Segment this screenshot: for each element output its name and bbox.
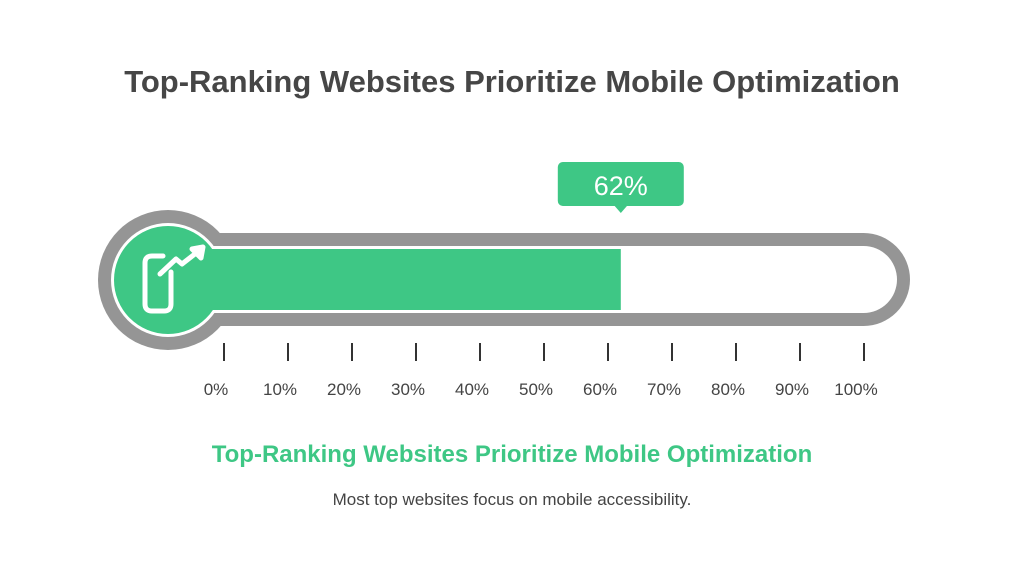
- tick-label: 60%: [583, 380, 617, 399]
- tick-label: 10%: [263, 380, 297, 399]
- mobile-growth-icon: [142, 244, 206, 314]
- subtitle: Top-Ranking Websites Prioritize Mobile O…: [211, 441, 813, 468]
- tick-label: 40%: [455, 380, 489, 399]
- tick-label: 90%: [775, 380, 809, 399]
- value-callout: [557, 162, 684, 206]
- progress-fill: [168, 249, 621, 310]
- tick-label: 30%: [391, 380, 425, 399]
- tick-label: 100%: [834, 380, 877, 399]
- phone-outline: [142, 253, 174, 314]
- tick-label: 20%: [327, 380, 361, 399]
- tick-label: 80%: [711, 380, 745, 399]
- callout-pointer: [613, 205, 628, 213]
- trend-line: [157, 247, 203, 277]
- chart-title: Top-Ranking Websites Prioritize Mobile O…: [124, 64, 900, 99]
- arrow-head: [189, 244, 206, 261]
- tick-label: 50%: [519, 380, 553, 399]
- description: Most top websites focus on mobile access…: [332, 490, 692, 509]
- tick-label: 70%: [647, 380, 681, 399]
- value-label: 62%: [594, 171, 648, 201]
- tick-label: 0%: [204, 380, 229, 399]
